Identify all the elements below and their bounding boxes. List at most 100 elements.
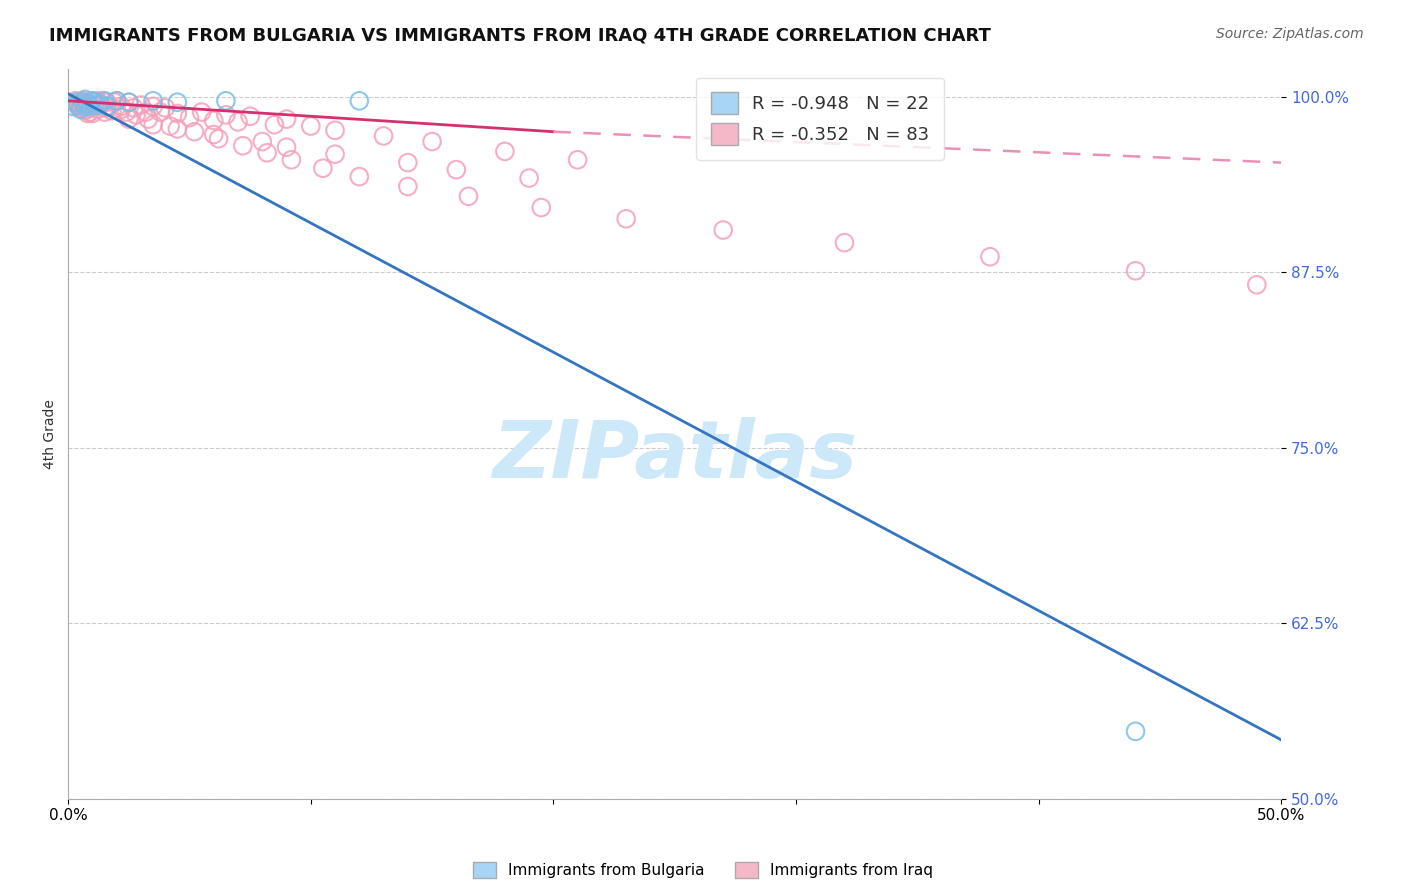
Point [159, 119, 181, 133]
Point [166, 122, 188, 136]
Point [239, 109, 262, 123]
Point [69, 95, 91, 110]
Point [86, 102, 108, 116]
Point [98, 99, 121, 113]
Point [202, 113, 225, 128]
Point [226, 115, 249, 129]
Point [84, 99, 107, 113]
Point [122, 101, 145, 115]
Point [183, 125, 205, 139]
Legend: R = -0.948   N = 22, R = -0.352   N = 83: R = -0.948 N = 22, R = -0.352 N = 83 [696, 78, 943, 160]
Point [72, 95, 94, 110]
Text: Source: ZipAtlas.com: Source: ZipAtlas.com [1216, 27, 1364, 41]
Point [457, 189, 479, 203]
Point [517, 171, 540, 186]
Point [75, 95, 97, 110]
Point [93, 105, 115, 120]
Point [323, 147, 346, 161]
Point [72, 99, 94, 113]
Point [256, 145, 278, 160]
Point [232, 138, 254, 153]
Point [93, 101, 115, 115]
Point [276, 140, 298, 154]
Point [101, 103, 124, 118]
Point [96, 99, 118, 113]
Point [75, 102, 97, 116]
Point [215, 94, 238, 108]
Point [373, 128, 395, 143]
Point [280, 153, 302, 167]
Point [142, 99, 165, 113]
Point [79, 105, 101, 120]
Point [75, 92, 97, 106]
Point [276, 112, 298, 126]
Point [62, 99, 84, 113]
Point [89, 98, 111, 112]
Point [155, 101, 177, 115]
Point [136, 112, 159, 126]
Point [446, 162, 468, 177]
Point [76, 96, 98, 111]
Legend: Immigrants from Bulgaria, Immigrants from Iraq: Immigrants from Bulgaria, Immigrants fro… [467, 856, 939, 884]
Point [190, 105, 212, 120]
Point [66, 95, 89, 110]
Point [118, 95, 141, 110]
Point [567, 153, 589, 167]
Point [93, 94, 115, 108]
Point [69, 99, 91, 113]
Point [86, 98, 108, 112]
Point [129, 98, 152, 112]
Point [69, 102, 91, 116]
Point [834, 235, 856, 250]
Point [420, 135, 443, 149]
Point [118, 95, 141, 110]
Point [110, 99, 132, 113]
Point [79, 101, 101, 115]
Point [79, 99, 101, 113]
Point [66, 99, 89, 113]
Point [105, 94, 128, 108]
Point [76, 98, 98, 112]
Point [103, 95, 125, 110]
Point [711, 223, 734, 237]
Point [614, 211, 637, 226]
Point [979, 250, 1001, 264]
Point [312, 161, 335, 176]
Point [82, 94, 104, 108]
Point [135, 105, 157, 120]
Point [65, 94, 87, 108]
Point [91, 94, 114, 108]
Point [65, 95, 87, 110]
Text: ZIPatlas: ZIPatlas [492, 417, 858, 494]
Point [115, 105, 138, 120]
Point [82, 94, 104, 108]
Point [86, 94, 108, 108]
Point [166, 106, 188, 120]
Y-axis label: 4th Grade: 4th Grade [44, 399, 58, 468]
Point [118, 112, 141, 126]
Point [75, 103, 97, 118]
Point [110, 102, 132, 116]
Point [207, 132, 229, 146]
Point [66, 98, 89, 112]
Point [202, 128, 225, 142]
Point [142, 94, 165, 108]
Point [76, 106, 98, 120]
Point [349, 94, 371, 108]
Point [84, 95, 107, 110]
Point [299, 119, 322, 133]
Point [125, 108, 148, 122]
Point [494, 145, 516, 159]
Point [1125, 724, 1147, 739]
Text: IMMIGRANTS FROM BULGARIA VS IMMIGRANTS FROM IRAQ 4TH GRADE CORRELATION CHART: IMMIGRANTS FROM BULGARIA VS IMMIGRANTS F… [49, 27, 991, 45]
Point [75, 99, 97, 113]
Point [252, 135, 274, 149]
Point [72, 94, 94, 108]
Point [396, 155, 419, 169]
Point [69, 101, 91, 115]
Point [179, 111, 201, 125]
Point [1125, 264, 1147, 278]
Point [323, 123, 346, 137]
Point [82, 106, 104, 120]
Point [89, 96, 111, 111]
